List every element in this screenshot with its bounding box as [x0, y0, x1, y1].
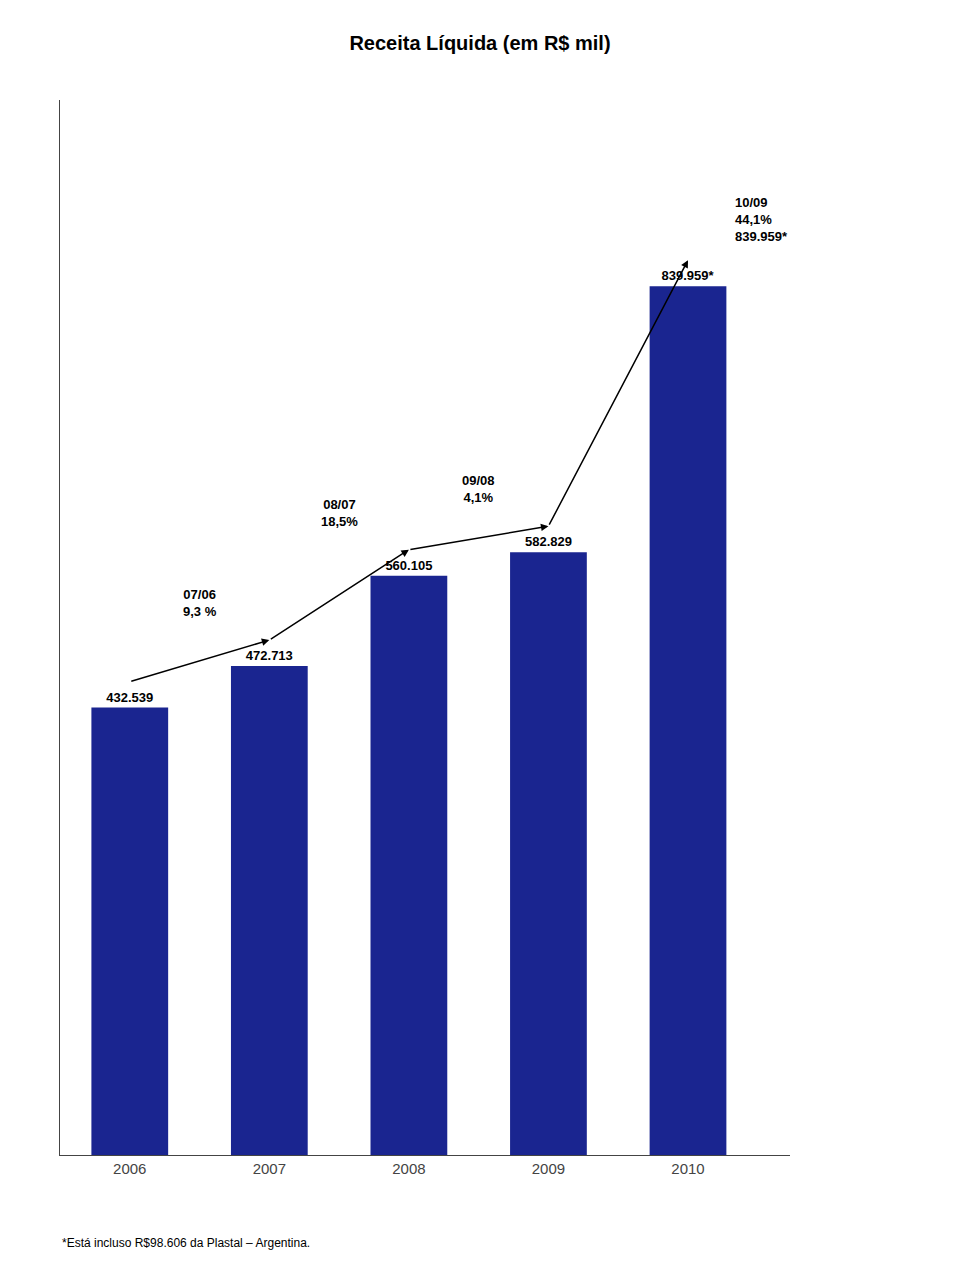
svg-text:582.829: 582.829	[525, 534, 572, 549]
svg-text:839.959*: 839.959*	[662, 268, 715, 283]
svg-text:Receita Líquida (em R$ mil): Receita Líquida (em R$ mil)	[349, 32, 610, 54]
svg-text:*Está incluso R$98.606 da Plas: *Está incluso R$98.606 da Plastal – Arge…	[62, 1236, 310, 1250]
svg-text:472.713: 472.713	[246, 648, 293, 663]
svg-text:560.105: 560.105	[385, 558, 432, 573]
svg-text:10/0944,1%839.959*: 10/0944,1%839.959*	[735, 195, 788, 244]
svg-text:09/084,1%: 09/084,1%	[462, 473, 495, 505]
svg-text:2008: 2008	[392, 1160, 425, 1177]
svg-text:08/0718,5%: 08/0718,5%	[321, 497, 358, 529]
svg-text:07/069,3 %: 07/069,3 %	[183, 587, 217, 619]
svg-text:2007: 2007	[253, 1160, 286, 1177]
svg-text:2009: 2009	[532, 1160, 565, 1177]
svg-text:2010: 2010	[671, 1160, 704, 1177]
svg-text:2006: 2006	[113, 1160, 146, 1177]
svg-text:432.539: 432.539	[106, 690, 153, 705]
